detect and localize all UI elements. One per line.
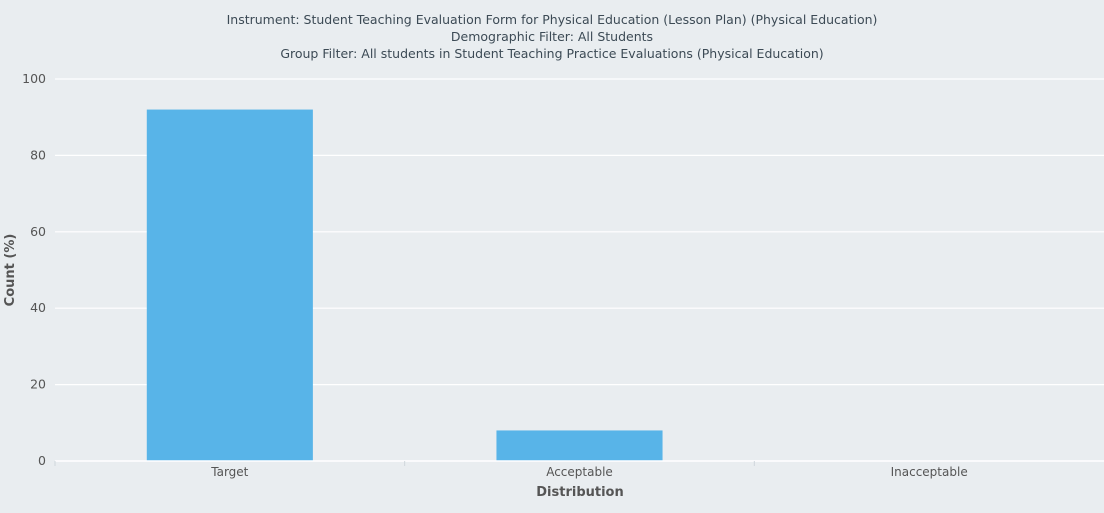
chart-title-line-3: Group Filter: All students in Student Te… xyxy=(280,46,824,61)
bar-target xyxy=(146,109,313,461)
x-tick-label: Acceptable xyxy=(546,465,613,479)
bar-layer xyxy=(146,109,663,461)
chart-title-line-2: Demographic Filter: All Students xyxy=(450,29,654,44)
y-tick-label: 0 xyxy=(38,453,46,468)
y-tick-label: 20 xyxy=(30,377,46,392)
x-tick-label: Inacceptable xyxy=(891,465,968,479)
axis-layer: 0 20 40 60 80 100 Target Acceptable Inacceptable xyxy=(22,71,1104,479)
y-tick-label: 100 xyxy=(22,71,46,86)
y-tick-label: 80 xyxy=(30,147,46,162)
y-tick-label: 40 xyxy=(30,300,46,315)
x-tick-label: Target xyxy=(210,465,248,479)
y-tick-label: 60 xyxy=(30,224,46,239)
chart-title-line-1: Instrument: Student Teaching Evaluation … xyxy=(226,12,878,27)
y-axis-label: Count (%) xyxy=(3,234,18,307)
bar-acceptable xyxy=(496,430,663,461)
x-axis-label: Distribution xyxy=(536,485,623,500)
